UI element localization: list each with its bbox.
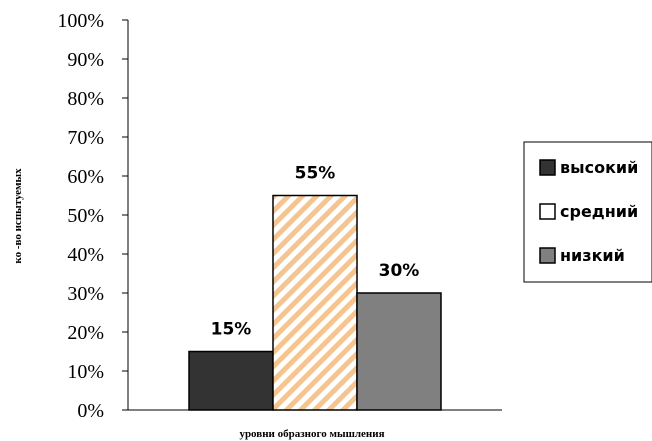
y-tick-label: 70% xyxy=(67,127,104,149)
y-tick-label: 40% xyxy=(67,244,104,266)
legend-swatch xyxy=(539,203,556,220)
legend-label: низкий xyxy=(560,246,625,265)
bar-1 xyxy=(188,350,274,411)
legend-label: высокий xyxy=(560,158,638,177)
y-tick-label: 20% xyxy=(67,322,104,344)
legend-swatch xyxy=(539,159,556,176)
bars xyxy=(188,194,442,411)
y-tick-label: 80% xyxy=(67,88,104,110)
bar-3 xyxy=(356,292,442,411)
y-tick-label: 50% xyxy=(67,205,104,227)
y-tick-label: 90% xyxy=(67,49,104,71)
y-tick-label: 30% xyxy=(67,283,104,305)
y-tick-label: 60% xyxy=(67,166,104,188)
data-label: 30% xyxy=(379,261,420,281)
legend-swatch xyxy=(539,247,556,264)
data-label: 15% xyxy=(211,320,252,340)
legend-label: средний xyxy=(560,202,638,221)
y-axis-title: ко -во испытуемых xyxy=(12,168,24,264)
y-axis-ticks: 0% 10% 20% 30% 40% 50% 60% 70% 80% 90% 100% xyxy=(57,10,128,422)
y-tick-label: 100% xyxy=(57,10,104,32)
data-labels: 15% 55% 30% xyxy=(211,164,420,340)
x-axis-title: уровни образного мышления xyxy=(239,428,384,440)
y-tick-label: 10% xyxy=(67,361,104,383)
legend: высокий средний низкий xyxy=(523,141,652,283)
bar-2 xyxy=(272,194,358,411)
data-label: 55% xyxy=(295,164,336,184)
y-tick-label: 0% xyxy=(77,400,104,422)
